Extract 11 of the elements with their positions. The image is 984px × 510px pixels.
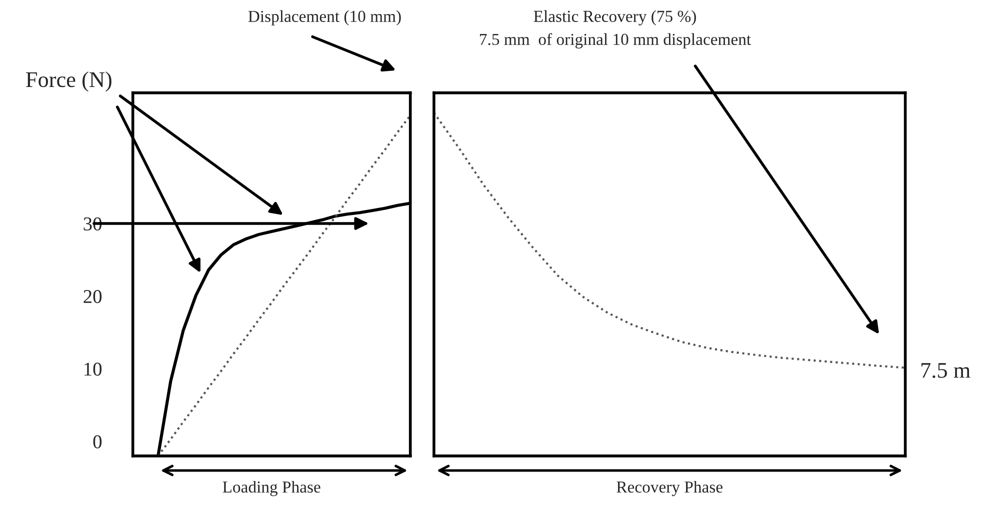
text: 7.5 m: [922, 363, 970, 378]
text: Displacement (10 mm): [248, 10, 401, 26]
x-axis-title: Recovery Phase: [616, 480, 722, 496]
y-tick-label: 10: [84, 362, 102, 376]
y-tick-label: 0: [93, 435, 102, 448]
line-series: [157, 114, 410, 456]
text: 7.5 mm of original 10 mm displacement: [480, 33, 751, 48]
text: Elastic Recovery (75 %): [534, 10, 696, 26]
text: Force (N): [26, 72, 112, 92]
x-axis-title: Loading Phase: [222, 480, 320, 496]
y-tick-label: 20: [84, 290, 102, 304]
